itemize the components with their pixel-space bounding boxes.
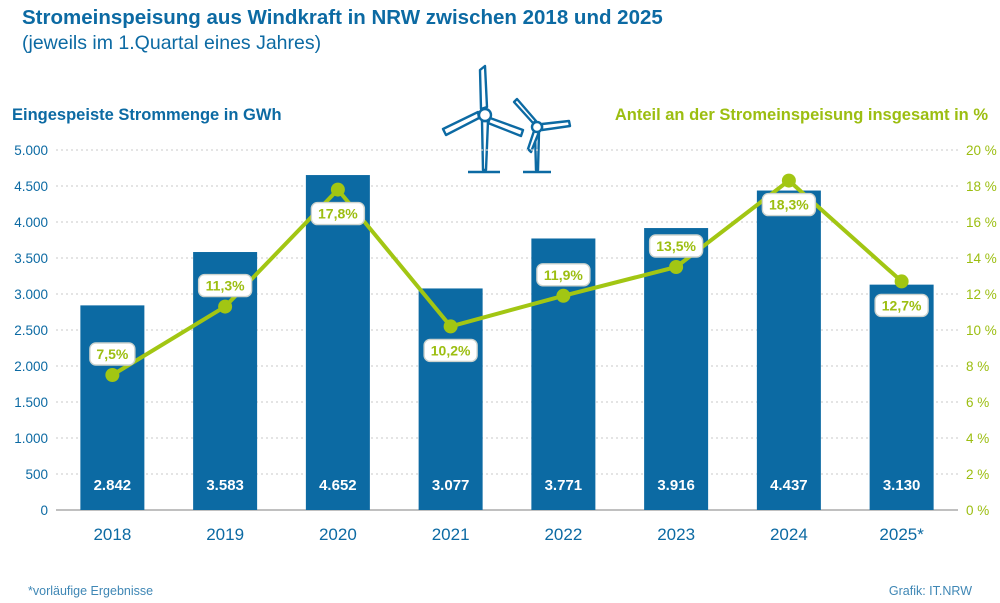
x-axis-label: 2025* bbox=[879, 525, 924, 544]
x-axis-label: 2018 bbox=[93, 525, 131, 544]
bar-2023 bbox=[644, 228, 709, 510]
line-label-badge bbox=[536, 263, 591, 287]
line-marker-2024 bbox=[781, 173, 796, 188]
right-axis-tick: 18 % bbox=[966, 179, 997, 194]
bar-2018 bbox=[80, 305, 145, 510]
left-axis-tick: 4.500 bbox=[14, 179, 48, 194]
line-label-2019: 11,3% bbox=[206, 278, 245, 294]
line-label-badge bbox=[89, 342, 136, 366]
left-axis-tick: 1.000 bbox=[14, 431, 48, 446]
line-label-badge bbox=[197, 273, 253, 298]
line-marker-2021 bbox=[443, 319, 458, 334]
line-label-badge bbox=[648, 234, 704, 258]
left-axis-tick: 5.000 bbox=[14, 143, 48, 158]
left-axis-tick: 500 bbox=[25, 467, 48, 482]
x-axis-label: 2019 bbox=[206, 525, 244, 544]
page-subtitle: (jeweils im 1.Quartal eines Jahres) bbox=[22, 32, 322, 54]
line-label-2020: 17,8% bbox=[318, 206, 358, 222]
right-axis-tick: 16 % bbox=[966, 215, 997, 230]
bar-value-label: 3.916 bbox=[657, 477, 695, 494]
left-axis-tick: 4.000 bbox=[14, 215, 48, 230]
line-marker-2023 bbox=[669, 260, 684, 274]
line-label-2023: 13,5% bbox=[656, 238, 696, 254]
bar-value-label: 4.437 bbox=[770, 477, 808, 494]
line-label-badge bbox=[874, 293, 929, 318]
left-axis-tick: 2.500 bbox=[14, 323, 48, 338]
wind-turbines-icon bbox=[441, 64, 572, 174]
line-label-badge bbox=[761, 192, 817, 217]
left-axis-tick: 1.500 bbox=[14, 395, 48, 410]
left-axis-tick: 3.000 bbox=[14, 287, 48, 302]
right-axis-tick: 10 % bbox=[966, 323, 997, 338]
line-marker-2018 bbox=[105, 368, 120, 382]
line-marker-2025* bbox=[894, 274, 909, 289]
chart-plot: 0 0 % 500 2 % 1.000 4 % 1.500 6 % 2.000 8 % 2.500 1… bbox=[14, 143, 997, 544]
bar-value-label: 2.842 bbox=[94, 477, 132, 494]
bar-2020 bbox=[305, 175, 370, 510]
left-axis-tick: 2.000 bbox=[14, 359, 48, 374]
bar-value-label: 4.652 bbox=[319, 477, 357, 494]
line-marker-2022 bbox=[556, 288, 571, 303]
line-label-2025*: 12,7% bbox=[882, 297, 922, 313]
right-axis-tick: 12 % bbox=[966, 287, 997, 302]
line-marker-2019 bbox=[218, 299, 233, 314]
x-axis-label: 2024 bbox=[770, 525, 808, 544]
line-label-2021: 10,2% bbox=[431, 342, 471, 358]
line-label-2018: 7,5% bbox=[96, 346, 128, 362]
right-axis-tick: 14 % bbox=[966, 251, 997, 266]
right-axis-tick: 0 % bbox=[966, 503, 989, 518]
right-axis-tick: 4 % bbox=[966, 431, 989, 446]
bar-value-label: 3.130 bbox=[883, 477, 921, 494]
right-axis-tick: 8 % bbox=[966, 359, 989, 374]
line-label-2022: 11,9% bbox=[544, 267, 583, 283]
x-axis-label: 2020 bbox=[319, 525, 357, 544]
left-axis-tick: 3.500 bbox=[14, 251, 48, 266]
page-title: Stromeinspeisung aus Windkraft in NRW zw… bbox=[22, 6, 663, 29]
credit: Grafik: IT.NRW bbox=[888, 584, 972, 598]
bar-value-label: 3.583 bbox=[206, 477, 244, 494]
right-axis-tick: 20 % bbox=[966, 143, 997, 158]
line-label-badge bbox=[310, 201, 366, 226]
line-label-badge bbox=[423, 338, 478, 363]
bar-2025* bbox=[869, 284, 934, 510]
line-label-2024: 18,3% bbox=[769, 197, 809, 213]
left-axis-tick: 0 bbox=[40, 503, 48, 518]
x-axis-label: 2021 bbox=[432, 525, 470, 544]
x-axis-label: 2023 bbox=[657, 525, 695, 544]
right-axis-tick: 6 % bbox=[966, 395, 989, 410]
right-axis-title: Anteil an der Stromeinspeisung insgesamt… bbox=[614, 106, 988, 124]
footnote: *vorläufige Ergebnisse bbox=[28, 584, 154, 598]
line-marker-2020 bbox=[330, 182, 345, 197]
bar-value-label: 3.771 bbox=[545, 477, 583, 494]
bar-value-label: 3.077 bbox=[432, 477, 470, 494]
bar-2024 bbox=[756, 190, 821, 510]
x-axis-label: 2022 bbox=[544, 525, 582, 544]
left-axis-title: Eingespeiste Strommenge in GWh bbox=[12, 106, 282, 124]
right-axis-tick: 2 % bbox=[966, 467, 989, 482]
